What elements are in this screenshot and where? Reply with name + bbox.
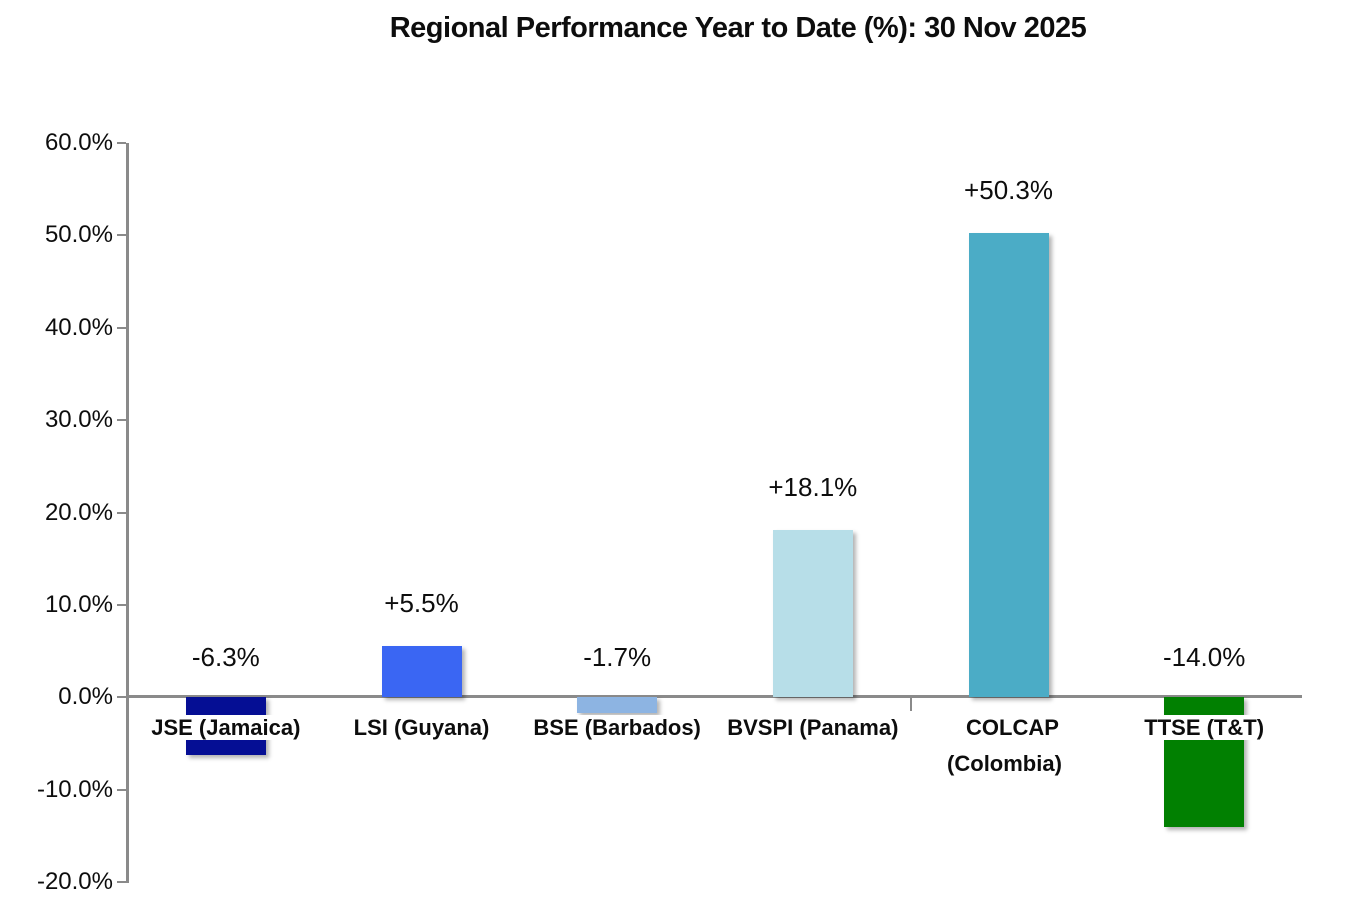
bar-value-label: +5.5% [384, 588, 459, 619]
y-axis-tick-mark [117, 603, 126, 606]
y-axis-tick-label: 10.0% [44, 590, 113, 618]
category-label: BSE (Barbados) [519, 710, 715, 746]
bar-3 [577, 697, 658, 713]
bar-2 [381, 646, 462, 698]
category-boundary-tick [909, 697, 912, 711]
y-axis-tick-label: 20.0% [44, 498, 113, 526]
category-label-text: TTSE (T&T) [1136, 715, 1273, 740]
bar-value-label: -14.0% [1162, 642, 1246, 672]
bar-4 [772, 530, 853, 698]
y-axis-tick-mark [117, 788, 126, 791]
category-label: LSI (Guyana) [324, 710, 520, 746]
bar-value-label: -1.7% [583, 642, 652, 672]
y-axis-tick-mark [117, 511, 126, 514]
category-label: COLCAP (Colombia) [911, 710, 1107, 782]
y-axis-tick-mark [117, 696, 126, 699]
y-axis-tick-label: 0.0% [58, 683, 113, 711]
category-label-text: COLCAP (Colombia) [947, 715, 1070, 776]
y-axis-tick-mark [117, 881, 126, 883]
y-axis-tick-mark [117, 234, 126, 237]
category-label: JSE (Jamaica) [128, 710, 324, 746]
bar-value-label: -6.3% [191, 642, 260, 672]
y-axis-tick-label: 60.0% [44, 129, 113, 156]
y-axis-tick-mark [117, 419, 126, 422]
category-label: TTSE (T&T) [1106, 710, 1302, 746]
y-axis-tick-label: 50.0% [44, 221, 113, 249]
y-axis-line [126, 143, 129, 883]
category-label-text: BSE (Barbados) [525, 715, 709, 740]
y-axis-tick-mark [117, 326, 126, 329]
category-label: BVSPI (Panama) [715, 710, 911, 746]
bar-5 [968, 232, 1049, 698]
category-label-text: JSE (Jamaica) [143, 715, 309, 740]
x-axis-zero-line [126, 695, 1302, 698]
chart-title: Regional Performance Year to Date (%): 3… [389, 12, 1087, 44]
category-label-text: BVSPI (Panama) [719, 715, 907, 740]
y-axis-tick-label: 30.0% [44, 406, 113, 434]
category-label-text: LSI (Guyana) [345, 715, 498, 740]
y-axis-tick-label: 40.0% [44, 313, 113, 341]
bar-value-label: +18.1% [768, 472, 858, 503]
bar-value-label: +50.3% [964, 174, 1053, 205]
y-axis-tick-mark [117, 142, 126, 144]
y-axis-tick-label: -10.0% [36, 775, 113, 803]
y-axis-tick-label: -20.0% [36, 868, 113, 895]
